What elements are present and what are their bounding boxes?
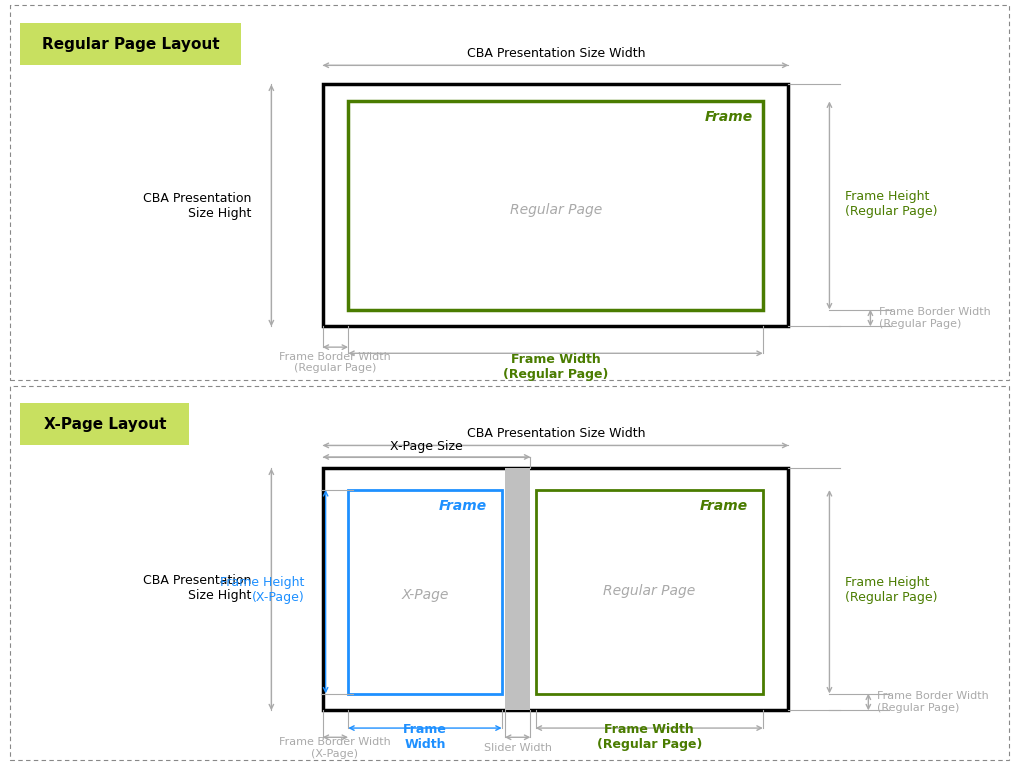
Bar [536, 490, 763, 694]
Bar [20, 23, 241, 65]
Text: X-Page Size: X-Page Size [389, 441, 463, 453]
Bar [10, 5, 1009, 380]
Text: CBA Presentation
Size Hight: CBA Presentation Size Hight [142, 574, 251, 601]
Bar [348, 490, 502, 694]
Text: Frame
Width: Frame Width [403, 723, 446, 751]
Text: Frame: Frame [699, 499, 748, 513]
Bar [323, 84, 788, 326]
Text: Frame Border Width
(Regular Page): Frame Border Width (Regular Page) [879, 307, 990, 329]
Bar [323, 468, 788, 710]
Text: Frame Border Width
(X-Page): Frame Border Width (X-Page) [279, 737, 391, 759]
Text: CBA Presentation Size Width: CBA Presentation Size Width [467, 48, 645, 60]
Bar [505, 468, 530, 710]
Bar [20, 403, 189, 445]
Bar [10, 386, 1009, 760]
Text: Regular Page: Regular Page [510, 203, 602, 217]
Text: CBA Presentation Size Width: CBA Presentation Size Width [467, 428, 645, 440]
Text: Frame: Frame [705, 110, 753, 124]
Text: Frame Height
(X-Page): Frame Height (X-Page) [220, 576, 304, 604]
Text: Regular Page: Regular Page [603, 584, 695, 598]
Text: Frame Width
(Regular Page): Frame Width (Regular Page) [597, 723, 701, 751]
Text: Frame Width
(Regular Page): Frame Width (Regular Page) [504, 353, 608, 381]
Text: Frame Height
(Regular Page): Frame Height (Regular Page) [845, 576, 937, 604]
Text: X-Page Layout: X-Page Layout [44, 417, 166, 432]
Text: Frame Height
(Regular Page): Frame Height (Regular Page) [845, 190, 937, 217]
Text: Frame Border Width
(Regular Page): Frame Border Width (Regular Page) [877, 691, 988, 713]
Bar [348, 101, 763, 310]
Text: Slider Width: Slider Width [484, 743, 552, 753]
Text: CBA Presentation
Size Hight: CBA Presentation Size Hight [142, 192, 251, 220]
Text: Regular Page Layout: Regular Page Layout [42, 37, 219, 51]
Text: Frame Border Width
(Regular Page): Frame Border Width (Regular Page) [279, 352, 391, 373]
Text: Frame: Frame [438, 499, 486, 513]
Text: X-Page: X-Page [401, 588, 449, 602]
